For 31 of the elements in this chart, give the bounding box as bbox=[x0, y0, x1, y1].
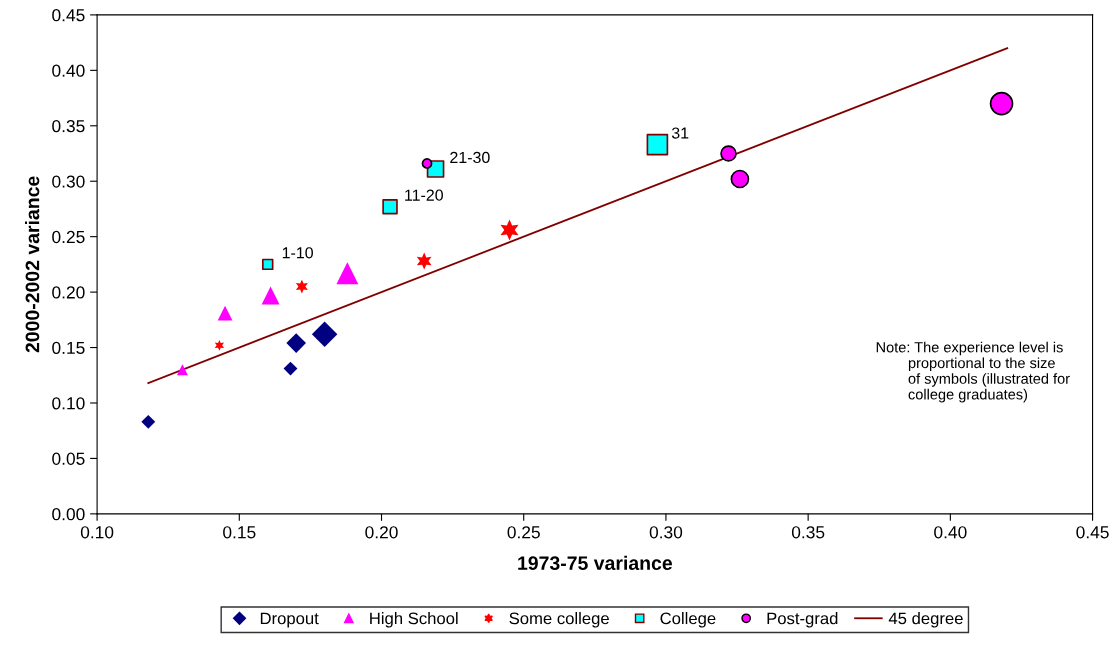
x-tick-label: 0.30 bbox=[649, 526, 683, 539]
y-tick-label: 0.45 bbox=[52, 9, 85, 22]
x-tick-label: 0.15 bbox=[223, 526, 256, 539]
annotation: 21-30 bbox=[450, 151, 490, 164]
y-tick-label: 0.00 bbox=[52, 508, 85, 521]
annotation: Note: The experience level is proportional to the size of symbols (illustrated for college graduates) bbox=[876, 341, 1070, 403]
legend-label: Dropout bbox=[260, 612, 319, 628]
annotation: 11-20 bbox=[405, 189, 443, 201]
y-tick-label: 0.30 bbox=[52, 175, 85, 188]
legend-label: Post-grad bbox=[767, 612, 838, 628]
y-tick-label: 0.35 bbox=[52, 119, 85, 133]
x-tick-label: 0.20 bbox=[365, 526, 398, 539]
legend-label: Some college bbox=[509, 612, 609, 628]
y-axis-title: 2000-2002 variance bbox=[25, 176, 40, 353]
legend-label: High School bbox=[370, 612, 458, 628]
x-tick-label: 0.25 bbox=[507, 526, 540, 539]
x-tick-label: 0.45 bbox=[1076, 526, 1109, 539]
x-tick-label: 0.40 bbox=[934, 526, 967, 539]
y-tick-label: 0.25 bbox=[52, 230, 85, 244]
legend-label: College bbox=[660, 612, 716, 628]
annotation: 1-10 bbox=[282, 247, 313, 259]
y-tick-label: 0.10 bbox=[52, 397, 85, 410]
x-axis-title: 1973-75 variance bbox=[518, 555, 673, 571]
legend-label: 45 degree bbox=[888, 612, 963, 628]
y-tick-label: 0.20 bbox=[52, 286, 85, 299]
x-tick-label: 0.35 bbox=[791, 526, 825, 539]
y-tick-label: 0.15 bbox=[52, 341, 85, 355]
y-tick-label: 0.40 bbox=[52, 64, 85, 77]
x-tick-label: 0.10 bbox=[80, 526, 114, 539]
annotation: 31 bbox=[671, 127, 689, 139]
y-tick-label: 0.05 bbox=[52, 452, 85, 465]
